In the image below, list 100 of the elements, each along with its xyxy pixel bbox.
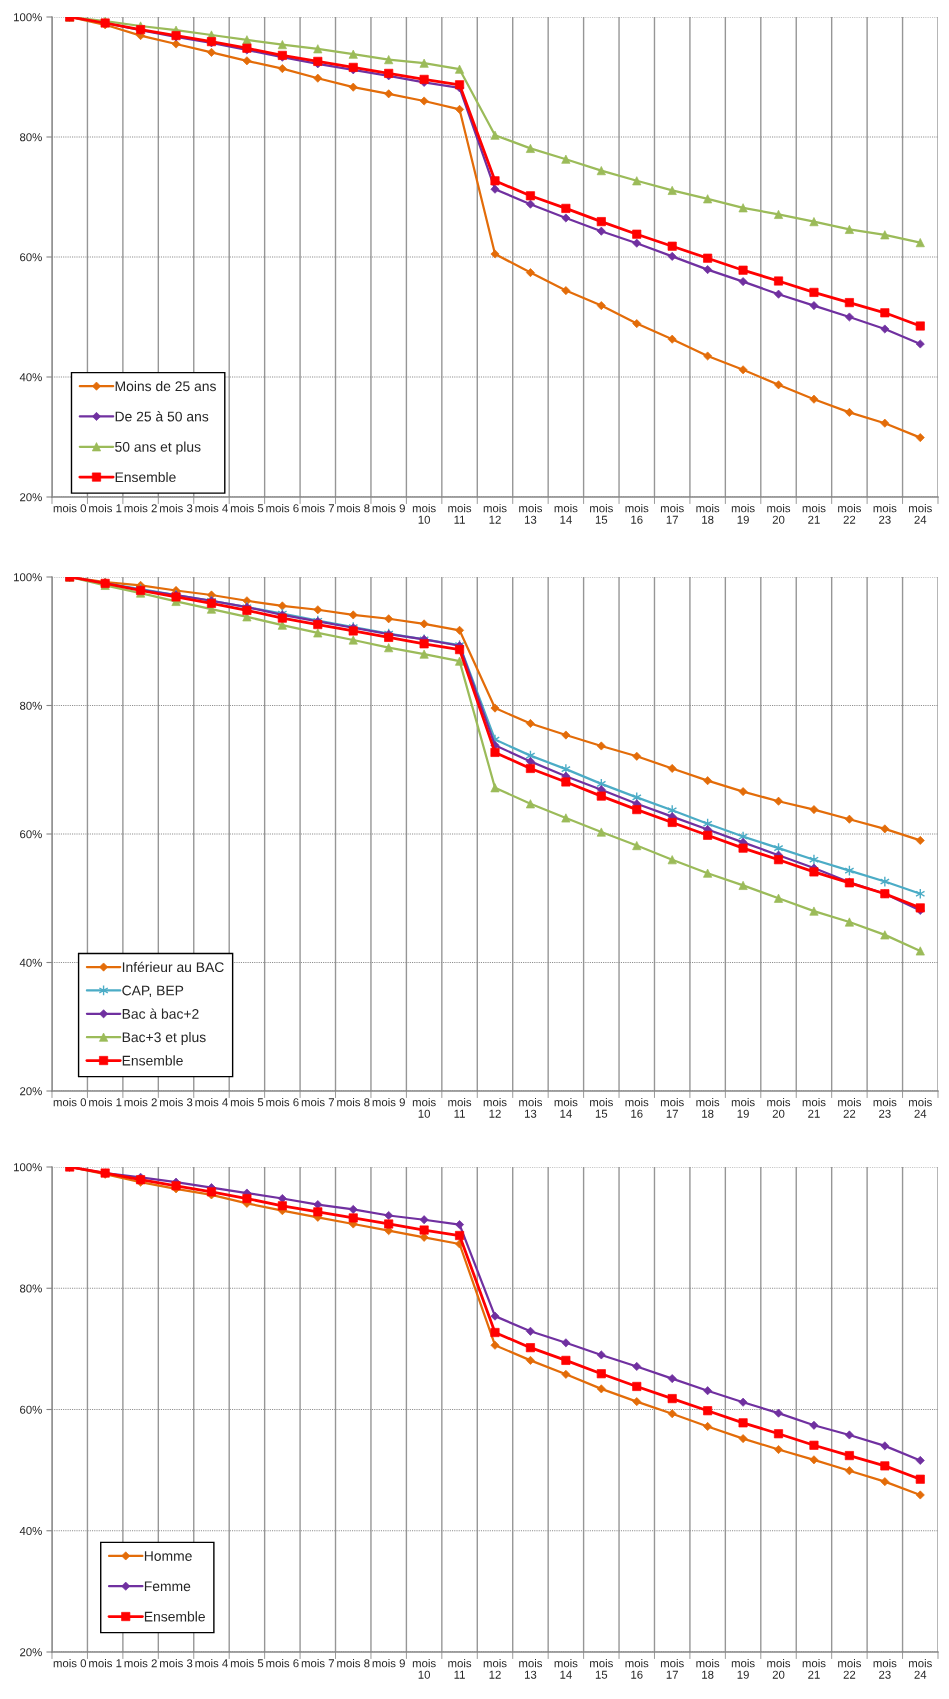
x-tick-label: mois 6 [266,1097,299,1107]
legend-label: Inférieur au BAC [122,961,224,973]
x-tick-label: mois 17 [660,1097,684,1118]
x-tick-label: mois 16 [625,1658,649,1679]
y-tick-label: 60% [20,830,42,839]
y-tick-label: 40% [19,1526,42,1535]
x-tick-label: mois 11 [448,1097,472,1118]
x-tick-label: mois 0 [53,1097,87,1107]
x-tick-label: mois 1 [89,503,122,513]
x-tick-label: mois 21 [802,503,826,524]
x-tick-label: mois 23 [873,1097,897,1118]
y-tick-label: 80% [19,701,42,710]
x-tick-label: mois 22 [838,1097,862,1118]
legend-label: CAP, BEP [122,985,184,998]
x-tick-label: mois 20 [767,1097,791,1118]
x-tick-label: mois 23 [873,503,897,524]
x-tick-label: mois 16 [625,503,649,524]
y-tick-label: 100% [14,13,42,22]
x-tick-label: mois 7 [301,503,334,513]
legend-label: Bac à bac+2 [122,1008,199,1019]
x-tick-label: mois 4 [195,1097,228,1107]
y-tick-label: 40% [19,958,42,967]
y-tick-label: 100% [14,573,42,582]
x-tick-label: mois 24 [909,1097,932,1118]
y-tick-label: 60% [20,253,42,262]
x-tick-label: mois 23 [873,1658,897,1679]
x-tick-label: mois 16 [625,1097,649,1118]
y-tick-label: 20% [20,493,42,502]
x-tick-label: mois 8 [337,1097,370,1107]
x-tick-label: mois 13 [519,1097,543,1118]
x-tick-label: mois 17 [660,503,684,524]
x-tick-label: mois 12 [483,1097,507,1118]
x-tick-label: mois 20 [767,503,791,524]
x-tick-label: mois 13 [519,503,543,524]
x-tick-label: mois 15 [590,1097,613,1118]
x-tick-label: mois 11 [448,503,472,524]
x-tick-label: mois 21 [802,1658,826,1679]
x-tick-label: mois 15 [590,1658,613,1679]
x-tick-label: mois 17 [660,1658,684,1679]
legend-label: Homme [144,1551,192,1561]
x-tick-label: mois 8 [337,1658,370,1668]
x-tick-label: mois 5 [230,1097,264,1107]
legend-label: Ensemble [144,1611,205,1622]
legend-label: Ensemble [115,471,176,483]
x-tick-label: mois 24 [909,503,932,524]
y-tick-label: 40% [19,373,42,382]
x-tick-label: mois 2 [124,1658,157,1668]
x-tick-label: mois 14 [554,1097,578,1118]
x-tick-label: mois 15 [590,503,613,524]
x-tick-label: mois 8 [337,503,370,513]
x-tick-label: mois 14 [554,503,578,524]
legend-label: Bac+3 et plus [122,1031,206,1045]
x-tick-label: mois 20 [767,1658,791,1679]
legend-label: Ensemble [122,1055,183,1066]
x-tick-label: mois 7 [301,1097,334,1107]
x-tick-label: mois 18 [696,1658,720,1679]
x-tick-label: mois 3 [160,503,193,513]
y-tick-label: 80% [19,1284,42,1293]
x-tick-label: mois 12 [483,503,507,524]
x-tick-label: mois 18 [696,503,720,524]
legend-label: De 25 à 50 ans [115,411,209,422]
x-tick-label: mois 14 [554,1658,578,1679]
x-tick-label: mois 5 [230,503,264,513]
x-tick-label: mois 9 [372,1097,405,1107]
y-tick-label: 60% [20,1405,42,1414]
y-tick-label: 80% [19,133,42,142]
x-tick-label: mois 4 [195,1658,228,1668]
x-tick-label: mois 6 [266,1658,299,1668]
x-tick-label: mois 22 [838,503,862,524]
x-tick-label: mois 13 [519,1658,543,1679]
y-tick-label: 20% [20,1648,42,1657]
y-tick-label: 20% [20,1087,42,1096]
x-tick-label: mois 22 [838,1658,862,1679]
x-tick-label: mois 0 [53,503,87,513]
x-tick-label: mois 1 [89,1097,122,1107]
x-tick-label: mois 19 [731,503,755,524]
x-tick-label: mois 5 [230,1658,264,1668]
x-tick-label: mois 9 [372,503,405,513]
x-tick-label: mois 2 [124,1097,157,1107]
x-tick-label: mois 10 [412,503,436,524]
x-tick-label: mois 2 [124,503,157,513]
x-tick-label: mois 1 [89,1658,122,1668]
x-tick-label: mois 11 [448,1658,472,1679]
x-tick-label: mois 12 [483,1658,507,1679]
legend-label: Femme [144,1581,191,1592]
x-tick-label: mois 18 [696,1097,720,1118]
x-tick-label: mois 9 [372,1658,405,1668]
x-tick-label: mois 0 [53,1658,87,1668]
legend-label: 50 ans et plus [115,441,201,455]
x-tick-label: mois 10 [412,1097,436,1118]
x-tick-label: mois 19 [731,1658,755,1679]
legend-label: Moins de 25 ans [115,380,216,392]
x-tick-label: mois 3 [160,1658,193,1668]
x-tick-label: mois 4 [195,503,228,513]
x-tick-label: mois 3 [160,1097,193,1107]
x-tick-label: mois 24 [909,1658,932,1679]
x-tick-label: mois 10 [412,1658,436,1679]
x-tick-label: mois 7 [301,1658,334,1668]
y-tick-label: 100% [14,1163,42,1172]
x-tick-label: mois 21 [802,1097,826,1118]
